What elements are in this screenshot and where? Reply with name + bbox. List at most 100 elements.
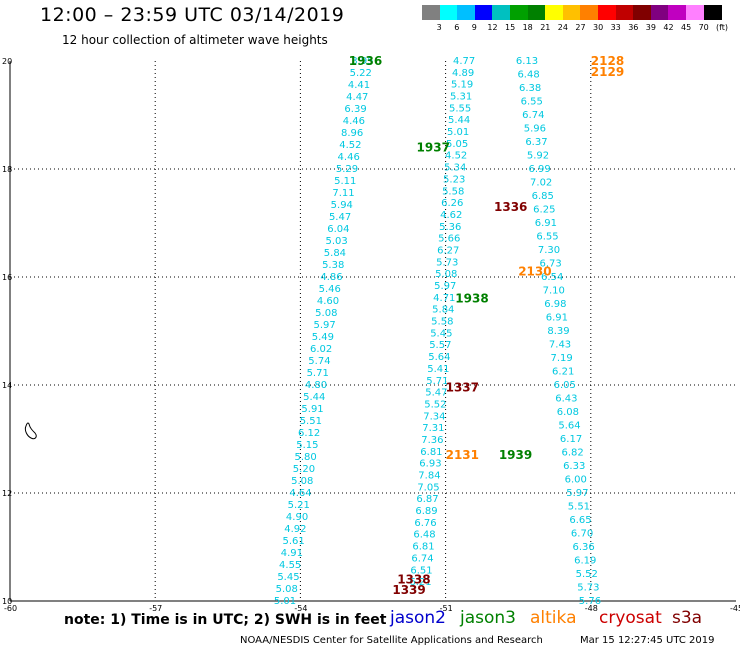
legend-label: 30 [593,23,604,32]
legend-swatch [474,5,493,20]
swh-value: 6.85 [532,191,554,202]
legend-label: 18 [522,23,533,32]
swh-value: 7.36 [421,435,443,446]
swh-value: 5.46 [319,284,341,295]
swh-value: 5.97 [434,281,456,292]
swh-value: 5.34 [444,163,466,174]
swh-value: 6.21 [409,577,431,588]
swh-value: 4.71 [433,293,455,304]
swh-value: 6.70 [571,529,593,540]
x-tick-label: -60 [4,604,17,613]
swh-value: 7.19 [550,353,572,364]
y-tick-label: 10 [2,597,12,606]
swh-value: 5.21 [288,500,310,511]
swh-value: 5.23 [443,174,465,185]
pass-time-marker: 1338 [397,572,430,586]
swh-value: 4.47 [346,92,368,103]
pass-time-marker: 1339 [392,583,425,597]
swh-value: 5.84 [324,248,346,259]
legend-label: 45 [681,23,692,32]
swh-value: 5.44 [448,115,470,126]
x-tick-label: -57 [149,604,162,613]
legend-swatch [598,5,617,20]
swh-value: 5.71 [307,368,329,379]
pass-time-marker: 1939 [499,448,532,462]
x-tick-label: -45 [730,604,740,613]
swh-value: 6.27 [437,245,459,256]
legend-swatch [527,5,546,20]
legend-unit: (ft) [716,23,729,32]
legend-swatch [562,5,581,20]
swh-value: 6.51 [410,565,432,576]
swh-value: 4.46 [343,116,365,127]
swh-value: 4.41 [348,80,370,91]
swh-value: 4.55 [279,560,301,571]
legend-swatch [422,5,441,20]
swh-value: 5.64 [558,421,580,432]
legend-swatch [615,5,634,20]
swh-value: 6.08 [557,407,579,418]
swh-value: 5.44 [303,392,325,403]
y-tick-label: 16 [2,273,12,282]
swh-value: 7.05 [417,482,439,493]
legend-label: 27 [575,23,586,32]
swh-value: 8.96 [341,128,363,139]
swh-value: 5.45 [277,572,299,583]
swh-value: 6.26 [441,198,463,209]
swh-value: 5.94 [331,200,353,211]
legend-swatch [439,5,458,20]
swh-value: 4.86 [320,272,342,283]
swh-value: 6.48 [517,70,539,81]
legend-label: 15 [505,23,516,32]
swh-value: 6.05 [554,380,576,391]
satellite-jason3: jason3 [460,608,516,628]
swh-value: 6.98 [544,299,566,310]
swh-value: 4.91 [281,548,303,559]
swh-value: 5.58 [431,317,453,328]
x-tick-label: -51 [440,604,453,613]
legend-swatch [580,5,599,20]
swh-value: 8.39 [547,326,569,337]
swh-value: 7.11 [332,188,354,199]
swh-value: 6.89 [415,506,437,517]
page-title: 12:00 – 23:59 UTC 03/14/2019 [40,4,345,26]
swh-value: 4.80 [305,380,327,391]
swh-value: 5.29 [336,164,358,175]
swh-value: 5.36 [439,222,461,233]
footer-note: note: 1) Time is in UTC; 2) SWH is in fe… [64,612,387,628]
swh-value: 5.01 [274,596,296,607]
swh-value: 5.11 [334,176,356,187]
pass-time-marker: 1936 [349,54,382,68]
satellite-altika: altika [530,608,577,628]
swh-value: 4.46 [338,152,360,163]
swh-value: 5.52 [424,399,446,410]
swh-value: 5.71 [426,376,448,387]
swh-value: 5.92 [527,151,549,162]
swh-value: 6.93 [419,459,441,470]
swh-value: 6.55 [521,97,543,108]
legend-swatch [686,5,705,20]
satellite-cryosat: cryosat [599,608,662,628]
swh-value: 6.73 [539,259,561,270]
swh-value: 5.47 [329,212,351,223]
swh-value: 4.60 [317,296,339,307]
swh-value: 5.52 [576,569,598,580]
swh-value: 4.90 [286,512,308,523]
pass-time-marker: 1337 [446,381,479,395]
swh-value: 7.02 [530,178,552,189]
swh-value: 5.61 [282,536,304,547]
swh-value: 5.01 [447,127,469,138]
legend-label: 24 [557,23,568,32]
swh-value: 6.65 [569,515,591,526]
y-tick-label: 20 [2,57,12,66]
swh-value: 7.34 [423,411,445,422]
swh-value: 5.84 [432,305,454,316]
swh-value: 5.51 [300,416,322,427]
swh-value: 6.00 [565,475,587,486]
y-tick-label: 18 [2,165,12,174]
legend-swatch [668,5,687,20]
swh-value: 6.81 [420,447,442,458]
swh-value: 5.96 [524,124,546,135]
swh-value: 5.45 [430,328,452,339]
